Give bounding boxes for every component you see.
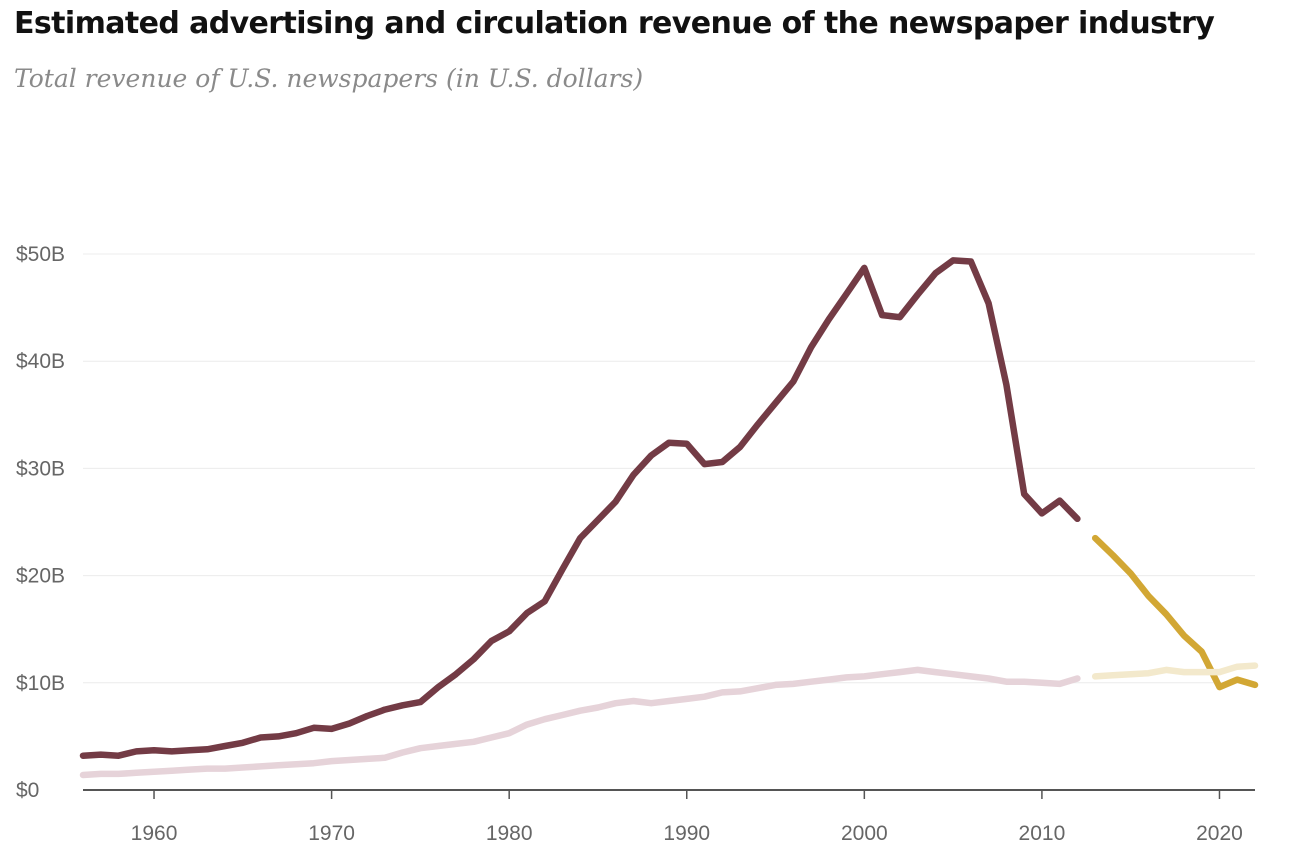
x-tick-label: 2000 [841, 822, 888, 845]
series-line-3 [1091, 662, 1259, 680]
grid-layer [83, 253, 1255, 684]
series-layer [79, 257, 1259, 779]
chart-subtitle: Total revenue of U.S. newspapers (in U.S… [14, 64, 644, 93]
axis-layer: $0 $10B $20B $30B $40B $50B 1960 1970 1980 1990 20… [16, 243, 1255, 845]
y-tick-label: $50B [16, 243, 65, 266]
series-line-0 [79, 257, 1081, 759]
series-line-1 [79, 666, 1081, 779]
y-tick-label: $20B [16, 565, 65, 588]
chart-title: Estimated advertising and circulation re… [14, 6, 1215, 41]
series-line-2 [1091, 534, 1259, 691]
x-tick-label: 2020 [1196, 822, 1243, 845]
x-tick-label: 1970 [308, 822, 355, 845]
x-tick-label: 2010 [1019, 822, 1066, 845]
y-tick-label: $10B [16, 672, 65, 695]
x-tick-label: 1990 [663, 822, 710, 845]
y-tick-label: $30B [16, 457, 65, 480]
y-tick-label: $40B [16, 350, 65, 373]
x-tick-label: 1960 [131, 822, 178, 845]
x-tick-label: 1980 [486, 822, 533, 845]
y-tick-label: $0 [16, 779, 39, 802]
